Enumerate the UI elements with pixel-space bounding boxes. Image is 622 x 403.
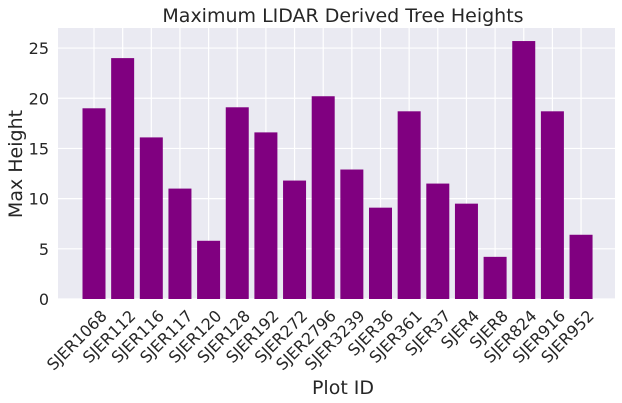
chart-title: Maximum LIDAR Derived Tree Heights	[162, 5, 523, 27]
bar-sjer824	[512, 41, 536, 299]
bar-sjer361	[397, 111, 421, 300]
bar-sjer916	[540, 111, 564, 300]
bar-sjer1068	[82, 108, 106, 299]
y-tick-label: 25	[29, 39, 49, 58]
bar-sjer192	[254, 132, 278, 299]
x-tick-labels: SJER1068SJER112SJER116SJER117SJER120SJER…	[43, 306, 598, 374]
y-axis-label: Max Height	[5, 110, 27, 218]
bar-sjer112	[111, 58, 135, 299]
bar-sjer117	[168, 188, 192, 299]
bar-sjer8	[483, 256, 507, 299]
bar-sjer4	[454, 203, 478, 299]
bar-sjer272	[283, 180, 307, 299]
bar-sjer116	[139, 137, 163, 299]
y-tick-label: 0	[39, 290, 49, 309]
bar-sjer120	[197, 240, 221, 299]
bar-sjer952	[569, 234, 593, 299]
y-tick-label: 20	[29, 89, 49, 108]
y-tick-labels: 0 5 10 15 20 25	[29, 39, 49, 309]
bar-sjer2796	[311, 96, 335, 299]
bar-sjer3239	[340, 169, 364, 299]
bars	[82, 41, 593, 300]
bar-sjer37	[426, 183, 450, 299]
y-tick-label: 15	[29, 139, 49, 158]
x-axis-label: Plot ID	[312, 377, 374, 399]
bar-sjer128	[225, 107, 249, 299]
bar-sjer36	[369, 207, 392, 299]
y-tick-label: 5	[39, 240, 49, 259]
y-tick-label: 10	[29, 190, 49, 209]
